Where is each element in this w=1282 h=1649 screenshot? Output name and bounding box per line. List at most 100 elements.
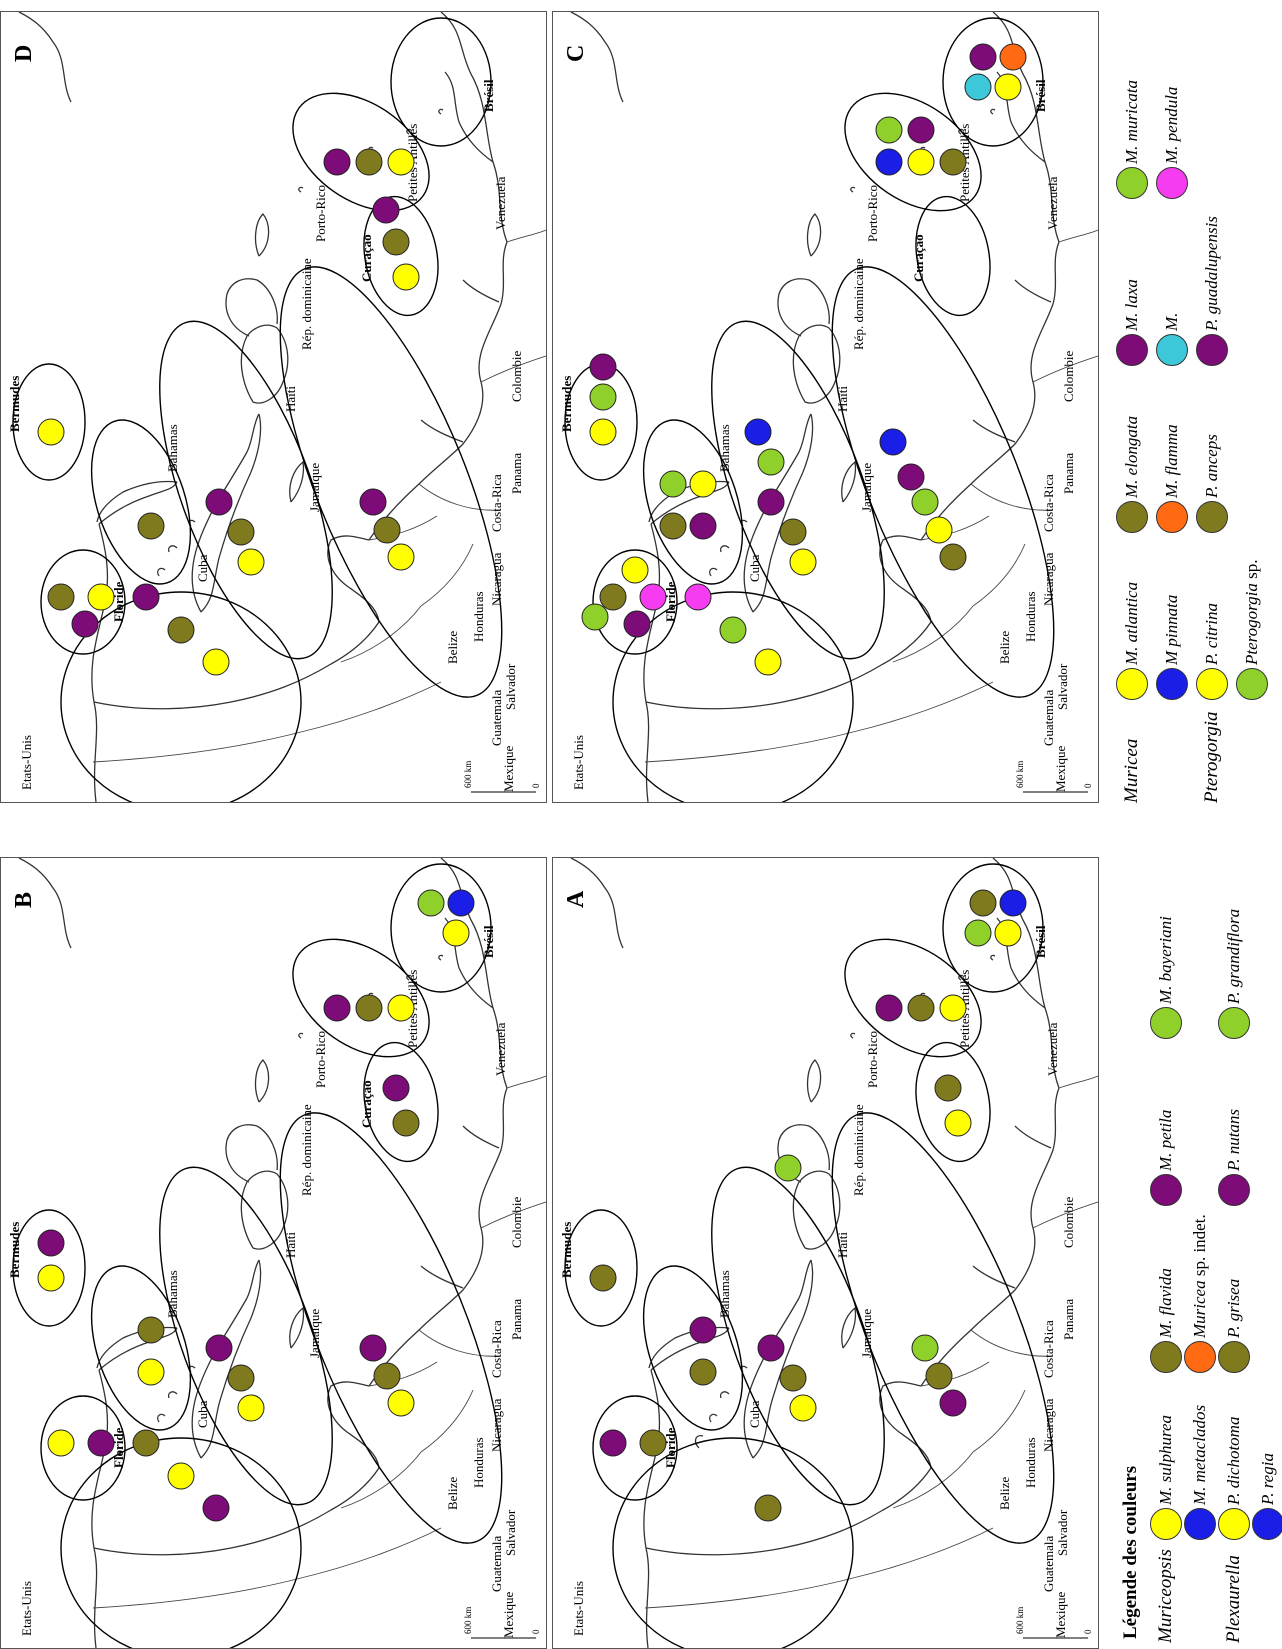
coastline bbox=[93, 1467, 380, 1556]
map-label-salvador: Salvador bbox=[1055, 1509, 1070, 1556]
species-dot-antilles bbox=[939, 148, 967, 176]
legend-species-name: P. grandiflora bbox=[1224, 908, 1243, 1004]
scale-zero: 0 bbox=[1083, 783, 1093, 788]
map-label-cuba: Cuba bbox=[747, 554, 762, 582]
species-dot-cuba bbox=[227, 1364, 255, 1392]
map-label-bermudes: Bermudes bbox=[559, 1222, 574, 1278]
coastline bbox=[289, 461, 305, 503]
map-label-haiti: Haïti bbox=[835, 386, 850, 412]
species-dot-bahamas bbox=[689, 1358, 717, 1386]
map-label-porto-rico: Porto-Rico bbox=[313, 1031, 328, 1088]
species-dot-antilles bbox=[355, 148, 383, 176]
coastline bbox=[1030, 1087, 1060, 1229]
coastline bbox=[792, 324, 841, 404]
species-dot-central bbox=[939, 1389, 967, 1417]
coastline bbox=[972, 419, 1016, 443]
coastline bbox=[478, 241, 508, 383]
map-label-bresil: Brésil bbox=[481, 79, 496, 112]
coastline bbox=[440, 858, 508, 1089]
species-dot-central bbox=[897, 463, 925, 491]
species-dot-bresil bbox=[999, 43, 1027, 71]
country-border bbox=[92, 681, 442, 763]
coastline bbox=[96, 480, 178, 523]
map-label-bermudes: Bermudes bbox=[559, 376, 574, 432]
legend-swatch bbox=[1236, 668, 1268, 700]
map-label-bahamas: Bahamas bbox=[165, 424, 180, 472]
country-border bbox=[970, 483, 1054, 511]
coastline bbox=[91, 1369, 109, 1648]
zone-bresil bbox=[942, 17, 1044, 147]
species-dot-bresil bbox=[969, 43, 997, 71]
species-dot-central bbox=[879, 428, 907, 456]
map-label-bresil: Brésil bbox=[481, 925, 496, 958]
country-border bbox=[480, 355, 546, 383]
coastline bbox=[254, 213, 270, 257]
coastline bbox=[920, 381, 1036, 541]
species-dot-bresil bbox=[447, 889, 475, 917]
map-label-cuba: Cuba bbox=[747, 1400, 762, 1428]
species-dot-cuba bbox=[227, 518, 255, 546]
species-dot-bermuda bbox=[37, 1229, 65, 1257]
map-label-floride: Floride bbox=[111, 1427, 126, 1468]
legend-species-name: M. laxa bbox=[1122, 279, 1141, 331]
zone-cuba bbox=[711, 320, 885, 660]
map-label-salvador: Salvador bbox=[1055, 663, 1070, 710]
scale-label: 600 km bbox=[1015, 1607, 1025, 1634]
color-legend: Légende des couleurs Muriceopsis M. sulph… bbox=[1112, 0, 1282, 1649]
map-label-jamaique: Jamaïque bbox=[307, 463, 322, 512]
map-label-porto-rico: Porto-Rico bbox=[865, 1031, 880, 1088]
legend-species-name: M. metaclados bbox=[1190, 1404, 1209, 1505]
legend-swatch bbox=[1218, 1341, 1250, 1373]
species-dot-bahamas bbox=[137, 1358, 165, 1386]
map-label-venezuela: Venezuela bbox=[493, 176, 508, 230]
species-dot-cuba bbox=[757, 448, 785, 476]
map-label-colombie: Colombie bbox=[1061, 1196, 1076, 1248]
zone-bermuda bbox=[12, 363, 86, 481]
species-dot-bahamas bbox=[137, 1316, 165, 1344]
coastline bbox=[992, 12, 1060, 243]
coastline bbox=[643, 1369, 661, 1648]
panel-letter: D bbox=[11, 45, 37, 62]
map-label-curacao: Curaçao bbox=[359, 1080, 374, 1128]
species-dot-florida bbox=[47, 583, 75, 611]
coastline bbox=[719, 1391, 730, 1399]
zone-gulf bbox=[60, 591, 302, 802]
species-dot-florida bbox=[47, 1429, 75, 1457]
zone-curacao bbox=[363, 1041, 439, 1163]
species-dot-bresil bbox=[417, 889, 445, 917]
map-label-porto-rico: Porto-Rico bbox=[865, 185, 880, 242]
coastline bbox=[191, 1259, 260, 1459]
coastline bbox=[850, 186, 856, 193]
map-label-porto-rico: Porto-Rico bbox=[313, 185, 328, 242]
map-label-belize: Belize bbox=[445, 631, 460, 664]
map-label-nicaragua: Nicaragua bbox=[489, 1398, 504, 1452]
legend-entry: M. elongata bbox=[1116, 366, 1148, 533]
legend-entry: M. muricata bbox=[1116, 32, 1148, 199]
zone-cuba bbox=[159, 1166, 333, 1506]
species-dot-florida bbox=[599, 1429, 627, 1457]
legend-swatch bbox=[1196, 334, 1228, 366]
coastline bbox=[645, 1467, 932, 1556]
country-border bbox=[92, 1527, 442, 1609]
map-label-bahamas: Bahamas bbox=[717, 1270, 732, 1318]
coastline bbox=[694, 1435, 704, 1449]
species-dot-bresil bbox=[994, 919, 1022, 947]
country-border bbox=[970, 1329, 1054, 1357]
legend-species-name: P. dichotoma bbox=[1224, 1416, 1243, 1505]
legend-entry: P. citrina bbox=[1196, 533, 1228, 700]
map-label-honduras: Honduras bbox=[1023, 591, 1038, 642]
map-label-honduras: Honduras bbox=[471, 591, 486, 642]
zone-bresil bbox=[390, 863, 492, 993]
coastline bbox=[254, 1059, 270, 1103]
map-label-cuba: Cuba bbox=[195, 1400, 210, 1428]
species-dot-florida bbox=[87, 583, 115, 611]
coastline bbox=[191, 413, 260, 613]
species-dot-bresil bbox=[964, 73, 992, 101]
legend-species-name: M. bbox=[1162, 312, 1181, 331]
map-panel-d: Etats-Unis Mexique Guatemala Salvador Belize… bbox=[0, 11, 547, 803]
map-label-salvador: Salvador bbox=[503, 663, 518, 710]
coastline bbox=[438, 108, 444, 115]
coastline bbox=[440, 12, 508, 243]
